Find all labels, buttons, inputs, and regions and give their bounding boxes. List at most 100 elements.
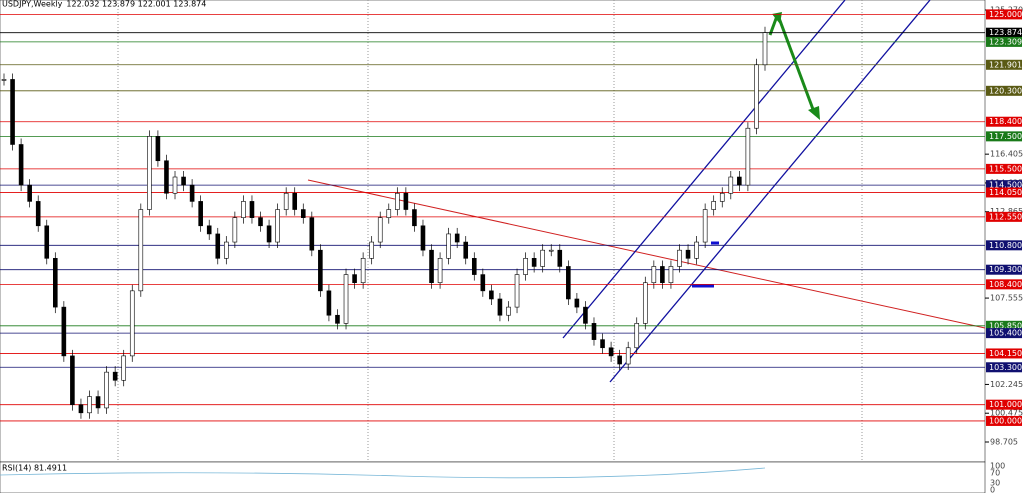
candle	[352, 274, 357, 284]
candle	[625, 347, 631, 365]
candle	[711, 201, 716, 210]
candle	[540, 249, 545, 267]
candle	[429, 249, 434, 284]
candle	[61, 306, 67, 357]
candle	[300, 209, 306, 218]
candle	[377, 217, 383, 243]
level-label: 120.300	[989, 86, 1022, 95]
candle	[446, 233, 451, 259]
price-tick-label: 107.555	[990, 294, 1023, 303]
candle	[480, 274, 486, 292]
candle	[343, 274, 349, 324]
level-label-box	[986, 328, 1022, 339]
symbol-header: USDJPY,Weekly	[2, 0, 63, 9]
level-label: 105.400	[989, 329, 1022, 338]
candle	[745, 127, 751, 186]
candle	[403, 192, 409, 210]
candle	[258, 217, 263, 227]
candle	[754, 64, 759, 129]
candle	[369, 241, 374, 259]
level-label-box	[986, 116, 1022, 127]
level-label: 112.550	[989, 212, 1022, 221]
level-label-box	[986, 27, 1022, 38]
level-label: 105.850	[989, 321, 1022, 330]
level-label-box	[986, 279, 1022, 290]
price-tick-label: 100.475	[990, 409, 1023, 418]
candle	[155, 136, 161, 162]
candle	[719, 192, 725, 202]
candle	[164, 160, 169, 194]
candle	[463, 241, 469, 259]
candle	[395, 192, 400, 210]
level-label: 101.000	[989, 400, 1022, 409]
level-label-box	[986, 211, 1022, 222]
candle	[249, 201, 255, 218]
candle	[566, 266, 571, 300]
level-label: 118.400	[989, 117, 1022, 126]
trend-line	[307, 179, 986, 329]
ohlc-header: 122.032 123.879 122.001 123.874	[66, 0, 206, 9]
channel-lower	[609, 0, 931, 383]
candle	[523, 258, 528, 275]
level-label: 108.400	[989, 280, 1022, 289]
level-label-box	[986, 348, 1022, 359]
candle	[694, 241, 699, 259]
candle	[112, 371, 118, 381]
candle	[241, 201, 246, 218]
level-label: 103.300	[989, 363, 1022, 372]
level-label-box	[986, 320, 1022, 331]
candle	[412, 209, 417, 227]
candle	[104, 371, 109, 409]
candle	[617, 355, 622, 365]
candle	[651, 266, 657, 284]
candle	[335, 314, 340, 324]
level-label: 110.800	[989, 241, 1022, 250]
candle	[497, 298, 503, 316]
plot-area	[0, 0, 986, 463]
candle	[232, 217, 238, 243]
candle	[360, 258, 366, 284]
candle	[266, 225, 272, 243]
rsi-line	[0, 467, 766, 479]
candle	[557, 249, 563, 267]
level-label-box	[986, 85, 1022, 96]
candle	[318, 249, 323, 292]
candle	[600, 339, 605, 349]
rsi-tick-label: 0	[990, 486, 995, 494]
candle	[642, 282, 648, 324]
candle	[129, 290, 135, 357]
candle	[437, 258, 443, 284]
candle	[172, 176, 178, 194]
level-label-box	[986, 36, 1022, 47]
candle	[224, 241, 229, 259]
level-label-box	[986, 399, 1022, 410]
candle	[506, 306, 511, 316]
rsi-tick-label: 100	[990, 462, 1005, 471]
candle	[386, 209, 392, 218]
candle	[762, 32, 768, 66]
level-label: 100.000	[989, 416, 1022, 425]
level-label: 115.500	[989, 164, 1022, 173]
candle	[454, 233, 460, 243]
candle	[489, 290, 494, 300]
candle	[728, 176, 734, 194]
candle	[1, 79, 7, 81]
candle	[531, 258, 537, 267]
candle	[668, 266, 674, 284]
level-label: 109.300	[989, 265, 1022, 274]
level-label-box	[986, 187, 1022, 198]
candle	[608, 347, 614, 357]
level-label: 117.500	[989, 132, 1022, 141]
candle	[10, 79, 15, 145]
candle	[283, 192, 289, 210]
price-tick-label: 112.865	[990, 207, 1023, 216]
candle	[420, 225, 426, 251]
rsi-tick-label: 70	[990, 469, 1000, 478]
level-label: 121.901	[989, 60, 1022, 69]
price-tick-label: 116.405	[990, 150, 1023, 159]
candle	[44, 225, 50, 259]
level-label-box	[986, 240, 1022, 251]
candle	[275, 209, 280, 243]
candle	[87, 396, 92, 414]
